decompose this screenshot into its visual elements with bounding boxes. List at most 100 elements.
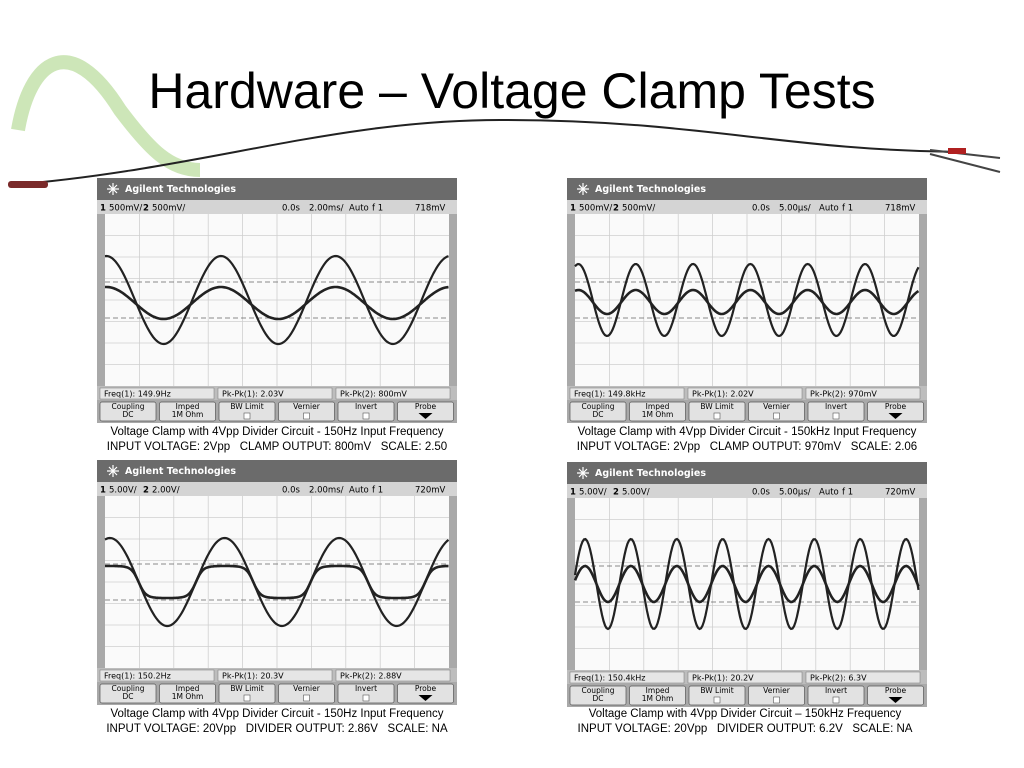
softkey-label: Probe (415, 402, 437, 411)
status-item: f 1 (842, 204, 853, 214)
softkey (397, 683, 454, 704)
status-item: 2 (143, 204, 149, 214)
measurement: Pk-Pk(1): 2.03V (222, 390, 284, 399)
softkey-label: Probe (885, 686, 907, 695)
softkey (688, 401, 746, 422)
status-item: 1 (570, 488, 576, 498)
status-item: f 1 (372, 204, 383, 214)
softkey-label: Invert (355, 402, 377, 411)
status-item: Auto (349, 486, 369, 496)
softkey-label: BW Limit (700, 686, 733, 695)
softkey (867, 401, 924, 422)
softkey (569, 685, 627, 706)
softkey-checkbox (362, 412, 370, 420)
waveform (105, 285, 449, 321)
softkey-label: Imped (176, 402, 200, 411)
measurement: Pk-Pk(1): 2.02V (692, 390, 754, 399)
scope-caption: INPUT VOLTAGE: 2Vpp CLAMP OUTPUT: 970mV … (576, 441, 918, 453)
scope-header (567, 178, 927, 200)
softkey (99, 401, 157, 422)
waveform (574, 288, 920, 316)
measurement: Pk-Pk(2): 800mV (340, 390, 407, 399)
softkey-label: Vernier (293, 402, 321, 411)
measurement-box (99, 387, 215, 400)
softkey-checkbox (832, 696, 840, 704)
measurement: Freq(1): 150.2Hz (104, 672, 171, 681)
brand-logo (107, 465, 119, 477)
status-item: 2.00ms/ (309, 486, 344, 496)
softkey (629, 685, 686, 706)
status-item: f 1 (372, 486, 383, 496)
measurement: Freq(1): 149.8kHz (574, 390, 645, 399)
measurement-box (569, 671, 685, 684)
softkey (867, 685, 924, 706)
softkey-label: Imped (646, 402, 670, 411)
softkey (629, 401, 686, 422)
waveform (105, 564, 449, 600)
softkey-label: Coupling (111, 402, 144, 411)
plug (8, 181, 48, 188)
scope-header (567, 462, 927, 484)
waveform (104, 254, 449, 346)
status-item: 5.00V/ (622, 488, 650, 498)
measurement: Pk-Pk(2): 6.3V (810, 674, 867, 683)
softkey-label: DC (592, 694, 603, 703)
softkey (337, 401, 395, 422)
measurement: Pk-Pk(2): 2.88V (340, 672, 402, 681)
measurement-box (805, 387, 921, 400)
status-item: 1 (570, 204, 576, 214)
softkey-label: Probe (885, 402, 907, 411)
softkey (218, 683, 276, 704)
waveform (573, 564, 920, 604)
softkey (159, 683, 216, 704)
scope-caption: INPUT VOLTAGE: 20Vpp DIVIDER OUTPUT: 2.8… (106, 723, 448, 735)
softkey-label: Coupling (581, 402, 614, 411)
measurement-box (805, 671, 921, 684)
slide-title: Hardware – Voltage Clamp Tests (148, 63, 876, 119)
brand-name: Agilent Technologies (595, 468, 706, 479)
measurement-box (335, 387, 451, 400)
status-item: 718mV (885, 204, 916, 214)
softkey-label: Vernier (763, 402, 791, 411)
softkey (397, 401, 454, 422)
softkey-checkbox (832, 412, 840, 420)
softkey-checkbox (713, 696, 721, 704)
status-item: f 1 (842, 488, 853, 498)
green-swoosh (11, 55, 201, 177)
softkey (569, 401, 627, 422)
status-item: 5.00V/ (579, 488, 607, 498)
status-item: 5.00µs/ (779, 204, 811, 214)
status-item: 1 (100, 486, 106, 496)
softkey-arrow (888, 697, 903, 703)
scope-header (97, 178, 457, 200)
softkey (748, 685, 805, 706)
status-item: 5.00V/ (109, 486, 137, 496)
softkey-label: 1M Ohm (172, 692, 204, 701)
softkey-checkbox (243, 412, 251, 420)
status-item: Auto (819, 488, 839, 498)
softkey-checkbox (773, 412, 780, 420)
brand-name: Agilent Technologies (125, 184, 236, 195)
softkey-checkbox (713, 412, 721, 420)
clip-red (948, 148, 966, 154)
measurement: Pk-Pk(2): 970mV (810, 390, 877, 399)
measurement-box (217, 387, 333, 400)
softkey-label: Coupling (581, 686, 614, 695)
softkey (807, 401, 865, 422)
softkey-label: BW Limit (230, 684, 263, 693)
scope-caption: INPUT VOLTAGE: 2Vpp CLAMP OUTPUT: 800mV … (106, 441, 448, 453)
softkey-label: DC (122, 410, 133, 419)
status-bar (97, 200, 457, 214)
softkey-label: Invert (825, 402, 847, 411)
status-item: 500mV/ (152, 204, 185, 214)
brand-logo (577, 183, 589, 195)
measurement-box (335, 669, 451, 682)
status-item: 720mV (415, 486, 446, 496)
status-item: 500mV/ (579, 204, 612, 214)
softkey (748, 401, 805, 422)
